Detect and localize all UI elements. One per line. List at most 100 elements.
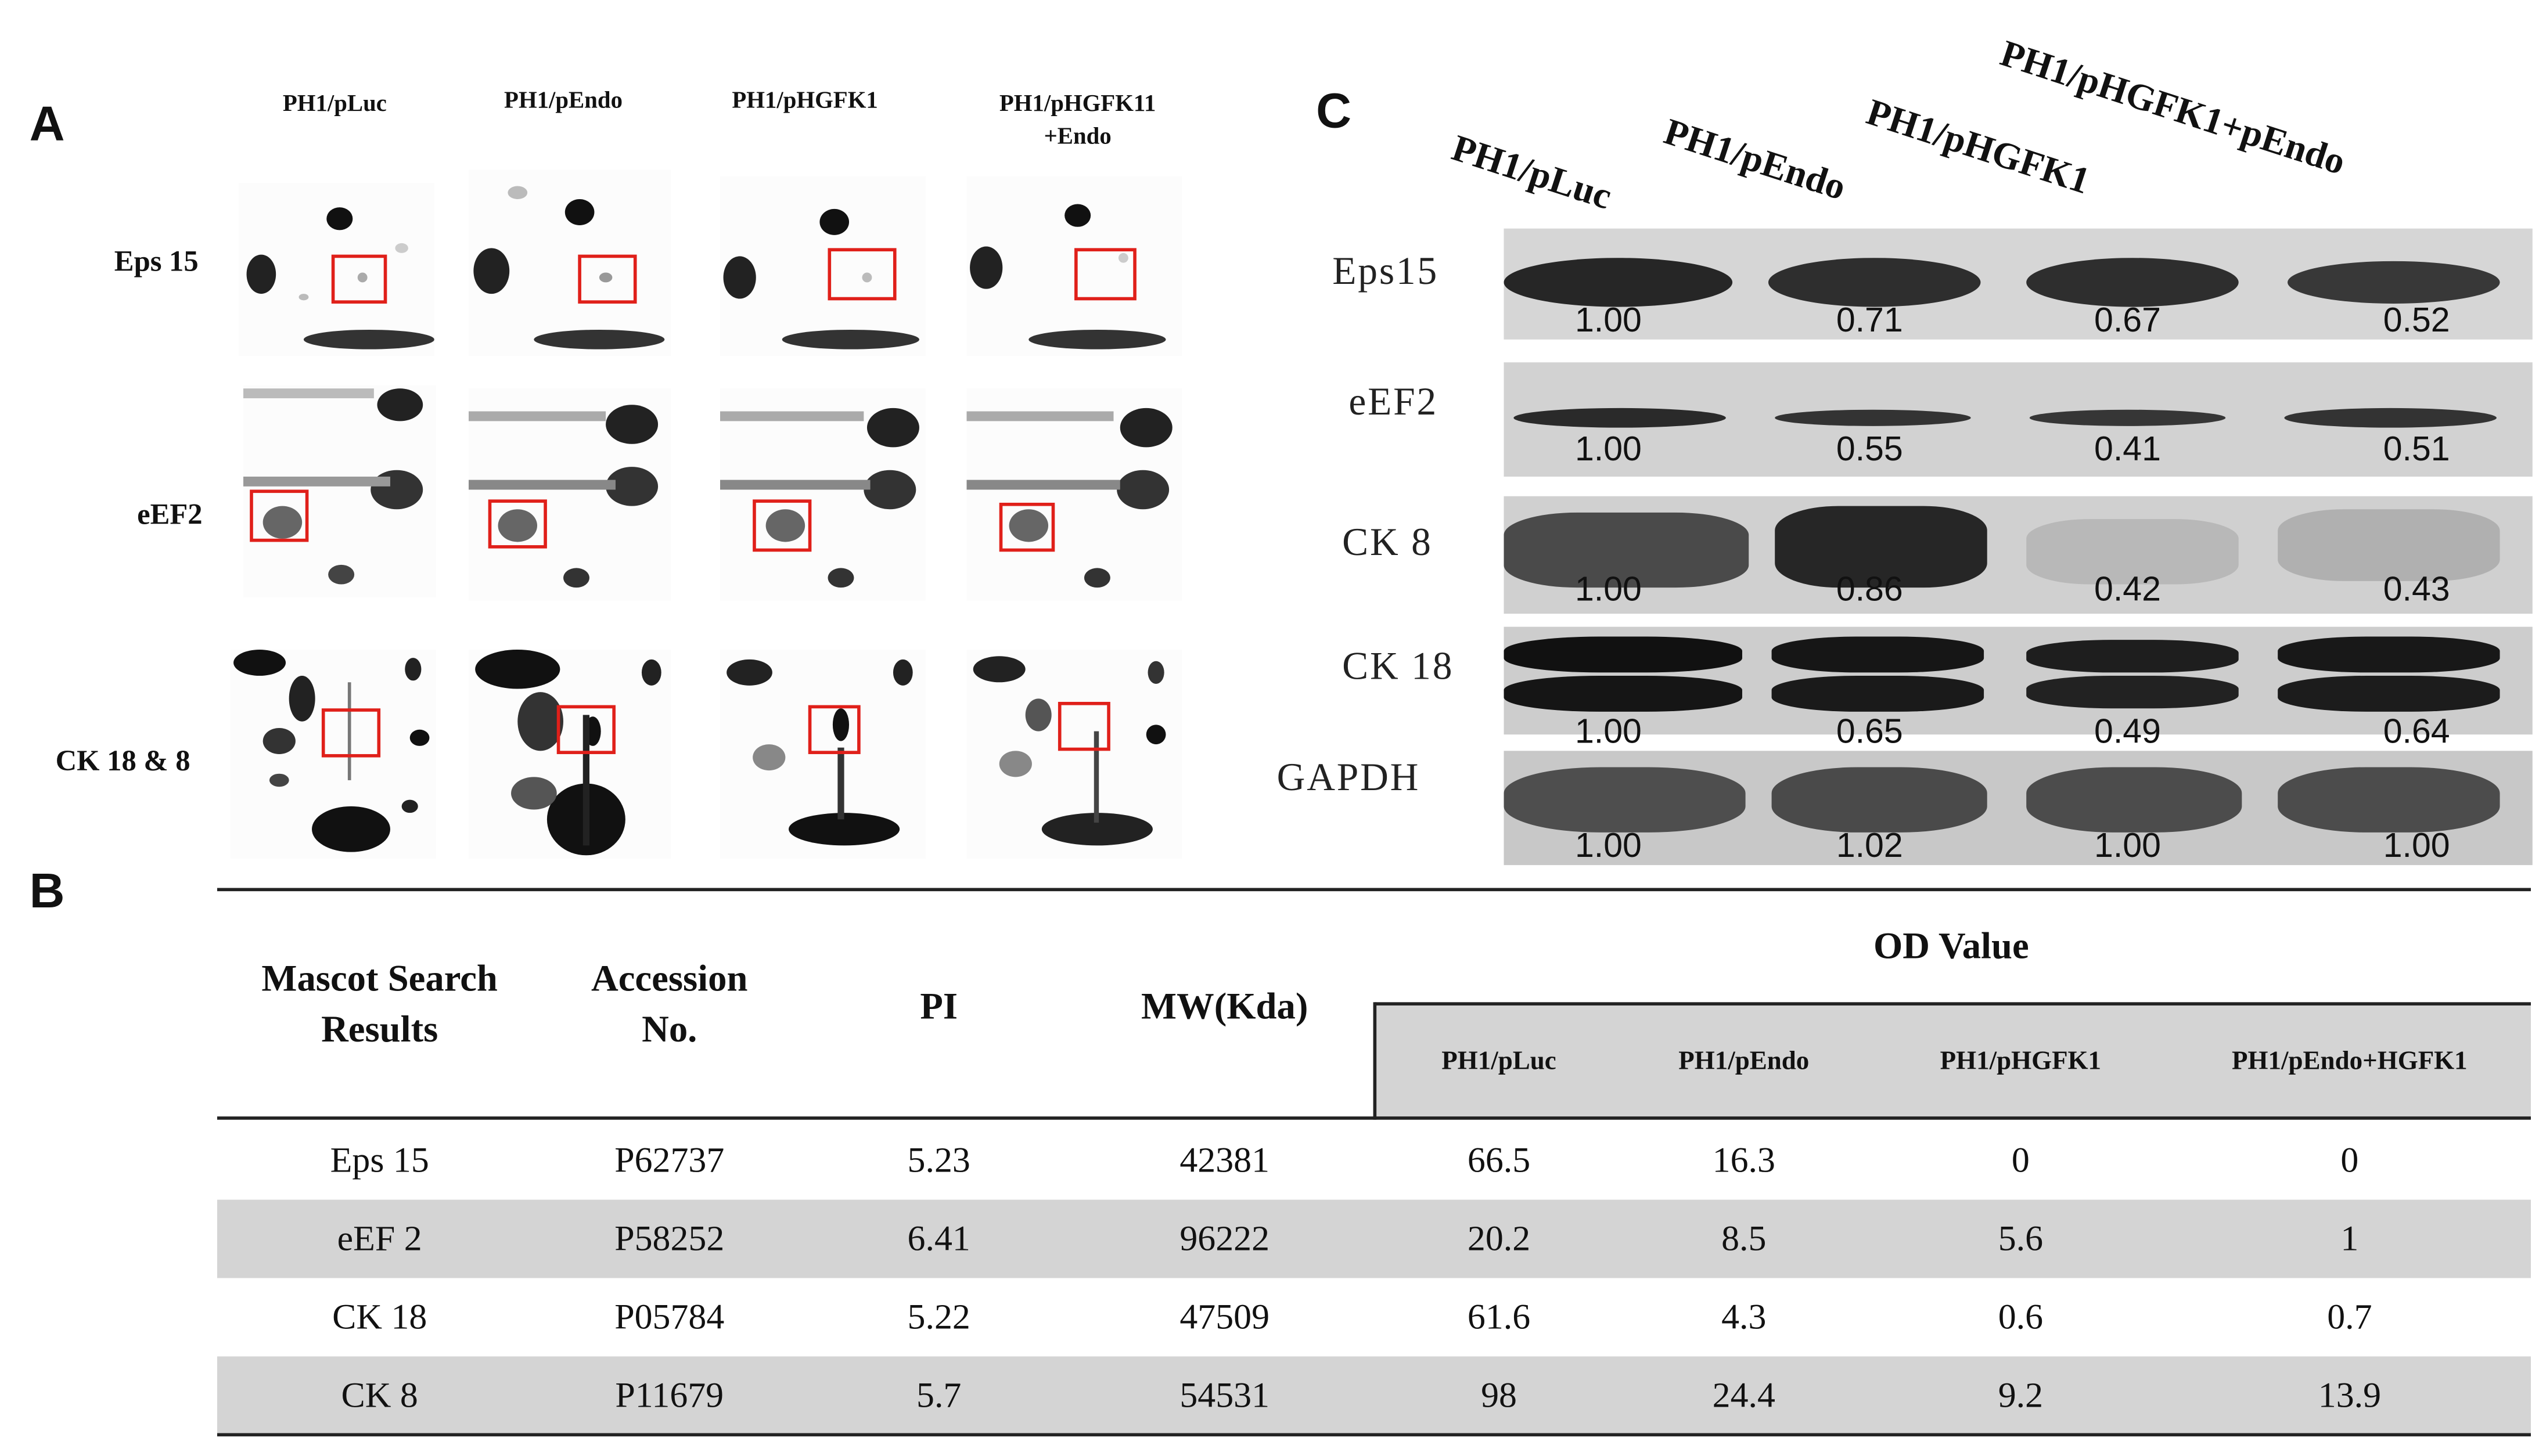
- gel-eps15-pendo: [468, 170, 671, 356]
- highlight-box: [578, 254, 637, 304]
- band: [1771, 767, 1987, 832]
- blot-label-ck8: CK 8: [1342, 522, 1433, 565]
- band: [1768, 258, 1981, 307]
- table-cell: 98: [1481, 1374, 1517, 1415]
- table-cell: 5.6: [1998, 1217, 2044, 1259]
- gel-eef2-phgfk1: [720, 388, 926, 601]
- panel-a-col-pendo: PH1/pEndo: [504, 88, 623, 114]
- table-cell: 42381: [1179, 1139, 1270, 1180]
- gel-eef2-pendo: [468, 388, 671, 601]
- highlight-box: [321, 708, 381, 758]
- od-col-pendo: PH1/pEndo: [1678, 1048, 1810, 1076]
- header-mw: MW(Kda): [1141, 986, 1308, 1027]
- value-gapdh-phgfk1: 1.00: [2094, 827, 2161, 866]
- highlight-box: [999, 502, 1055, 552]
- band: [2026, 519, 2239, 585]
- value-ck8-pendo: 0.86: [1836, 571, 1903, 609]
- od-col-pendo-hgfk1: PH1/pEndo+HGFK1: [2232, 1048, 2468, 1076]
- lane-label-pluc: PH1/pLuc: [1447, 127, 1617, 217]
- table-cell: 16.3: [1712, 1139, 1775, 1180]
- lane-label-pendo: PH1/pEndo: [1659, 111, 1851, 208]
- band: [1504, 636, 1742, 673]
- blot-eps15: [1504, 228, 2533, 340]
- highlight-box: [331, 254, 387, 304]
- table-cell: 20.2: [1467, 1217, 1531, 1259]
- header-bottom-rule: [217, 1116, 2531, 1120]
- table-cell: 8.5: [1721, 1217, 1767, 1259]
- table-cell: 4.3: [1721, 1296, 1767, 1337]
- panel-a-row-ck18-8: CK 18 & 8: [55, 744, 190, 777]
- table-cell: 5.22: [907, 1296, 970, 1337]
- table-cell: 54531: [1179, 1374, 1270, 1415]
- gel-ck-phgfk1: [720, 650, 926, 859]
- highlight-box: [1058, 701, 1110, 751]
- band: [2278, 767, 2500, 832]
- table-cell: P58252: [614, 1217, 725, 1259]
- gel-spots: [973, 656, 1166, 846]
- value-gapdh-pendo: 1.02: [1836, 827, 1903, 866]
- panel-a-row-eef2: eEF2: [137, 498, 203, 531]
- od-col-phgfk1: PH1/pHGFK1: [1940, 1048, 2102, 1076]
- band: [1504, 512, 1749, 588]
- header-accession: Accession No.: [591, 958, 748, 1050]
- band: [2288, 261, 2500, 304]
- band: [1513, 408, 1726, 428]
- band: [1771, 636, 1984, 673]
- table-cell: P11679: [615, 1374, 724, 1415]
- gel-spots: [970, 204, 1166, 349]
- gel-ck-pluc: [230, 650, 436, 859]
- highlight-box: [556, 705, 616, 754]
- row-shade: [217, 1199, 2531, 1278]
- table-cell: 0.7: [2327, 1296, 2372, 1337]
- gel-spots: [473, 186, 665, 349]
- blot-label-eef2: eEF2: [1348, 381, 1438, 425]
- value-eef2-pluc: 1.00: [1574, 431, 1642, 468]
- highlight-box: [1074, 248, 1137, 301]
- table-cell: CK 8: [341, 1374, 418, 1415]
- band: [2026, 258, 2239, 307]
- table-cell: 9.2: [1998, 1374, 2044, 1415]
- highlight-box: [828, 248, 897, 301]
- table-cell: 5.23: [907, 1139, 970, 1180]
- table-bottom-rule: [217, 1433, 2531, 1437]
- band: [2278, 676, 2500, 712]
- table-cell: 13.9: [2318, 1374, 2382, 1415]
- od-header-rule: [1375, 1002, 2531, 1005]
- gel-eps15-pluc: [238, 182, 434, 356]
- value-ck8-pluc: 1.00: [1574, 571, 1642, 609]
- value-eps15-combo: 0.52: [2383, 302, 2450, 340]
- od-col-pluc: PH1/pLuc: [1441, 1048, 1556, 1076]
- table-cell: 1: [2340, 1217, 2359, 1259]
- band: [1504, 767, 1746, 832]
- band: [2284, 408, 2497, 428]
- table-cell: 5.7: [916, 1374, 962, 1415]
- value-eef2-combo: 0.51: [2383, 431, 2450, 468]
- table-cell: 96222: [1179, 1217, 1270, 1259]
- band: [2278, 636, 2500, 673]
- panel-a-col-pluc: PH1/pLuc: [282, 91, 387, 118]
- band: [1775, 506, 1987, 588]
- blot-label-gapdh: GAPDH: [1276, 757, 1420, 800]
- table-cell: 47509: [1179, 1296, 1270, 1337]
- table-cell: P62737: [614, 1139, 725, 1180]
- blot-ck8: [1504, 496, 2533, 614]
- table-top-rule: [217, 888, 2531, 892]
- table-cell: 0: [2340, 1139, 2359, 1180]
- band: [2026, 640, 2239, 673]
- table-cell: 66.5: [1467, 1139, 1531, 1180]
- gel-ck-pendo: [468, 650, 671, 859]
- table-cell: 24.4: [1712, 1374, 1775, 1415]
- value-ck18-pendo: 0.65: [1836, 713, 1903, 751]
- value-eps15-pendo: 0.71: [1836, 302, 1903, 340]
- value-gapdh-combo: 1.00: [2383, 827, 2450, 866]
- table-cell: 6.41: [907, 1217, 970, 1259]
- header-mascot: Mascot Search Results: [261, 958, 498, 1050]
- value-gapdh-pluc: 1.00: [1574, 827, 1642, 866]
- panel-a-letter: A: [29, 98, 65, 152]
- panel-a-row-eps15: Eps 15: [114, 244, 199, 277]
- gel-spots: [468, 405, 659, 588]
- band: [2278, 509, 2500, 581]
- blot-label-eps15: Eps15: [1332, 251, 1439, 294]
- lane-label-phgfk1: PH1/pHGFK1: [1861, 91, 2095, 202]
